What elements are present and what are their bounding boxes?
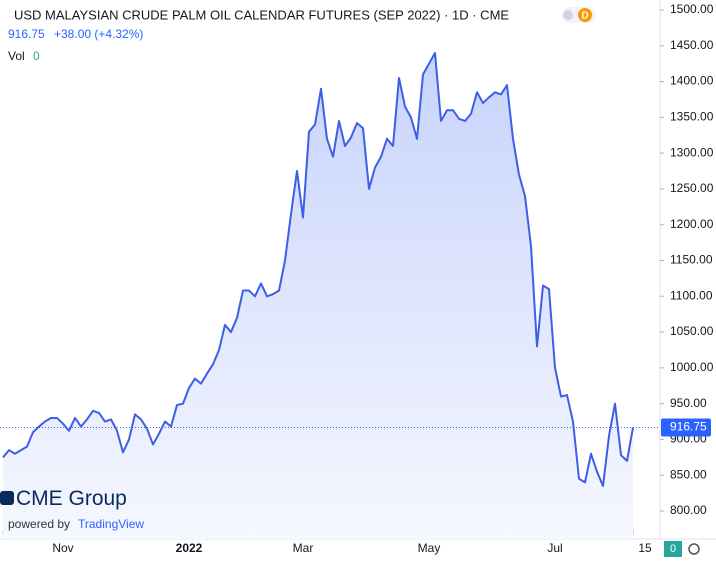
y-tick-label: 1300.00: [670, 145, 714, 159]
x-tick-label: Nov: [52, 541, 73, 555]
price-area: [3, 52, 633, 539]
volume-label: Vol: [8, 49, 25, 63]
status-dot: [563, 10, 573, 20]
y-tick-label: 800.00: [670, 503, 707, 517]
y-tick-label: 1400.00: [670, 74, 714, 88]
last-price-box: [661, 418, 711, 437]
x-tick-label: 2022: [176, 541, 203, 555]
interval-badge: D: [581, 11, 588, 22]
price-line: [2, 51, 634, 487]
y-tick-label: 1200.00: [670, 217, 714, 231]
plot-area: [0, 9, 664, 539]
y-tick-label: 1250.00: [670, 181, 714, 195]
attribution: powered by: [8, 517, 70, 531]
x-tick-label: Mar: [293, 541, 314, 555]
price-change: +38.00 (+4.32%): [54, 27, 143, 41]
y-tick-label: 1150.00: [670, 253, 713, 267]
y-tick-label: 1450.00: [670, 38, 714, 52]
x-tick-label: May: [418, 541, 441, 555]
x-tick-label: 15: [638, 541, 652, 555]
y-tick-label: 1500.00: [670, 2, 714, 16]
last-price: 916.75: [8, 27, 45, 41]
volume-value: 0: [33, 49, 40, 63]
chart-title: USD MALAYSIAN CRUDE PALM OIL CALENDAR FU…: [14, 7, 509, 22]
settings-icon[interactable]: [688, 543, 700, 555]
y-tick-label: 1100.00: [670, 288, 713, 302]
y-tick-label: 1000.00: [670, 360, 714, 374]
logo-mark: [0, 491, 14, 505]
y-tick-label: 950.00: [670, 396, 707, 410]
logo: CME Group: [16, 487, 127, 510]
badge-circle: [578, 8, 592, 22]
axis-corner-box: [664, 541, 682, 557]
axis-corner: 0: [670, 543, 676, 555]
y-tick-label: 1050.00: [670, 324, 714, 338]
last-price-axis-label: 916.75: [670, 420, 707, 434]
x-tick-label: Jul: [547, 541, 562, 555]
attribution-brand[interactable]: TradingView: [78, 517, 144, 531]
y-tick-label: 1350.00: [670, 110, 714, 124]
y-tick-label: 850.00: [670, 467, 707, 481]
